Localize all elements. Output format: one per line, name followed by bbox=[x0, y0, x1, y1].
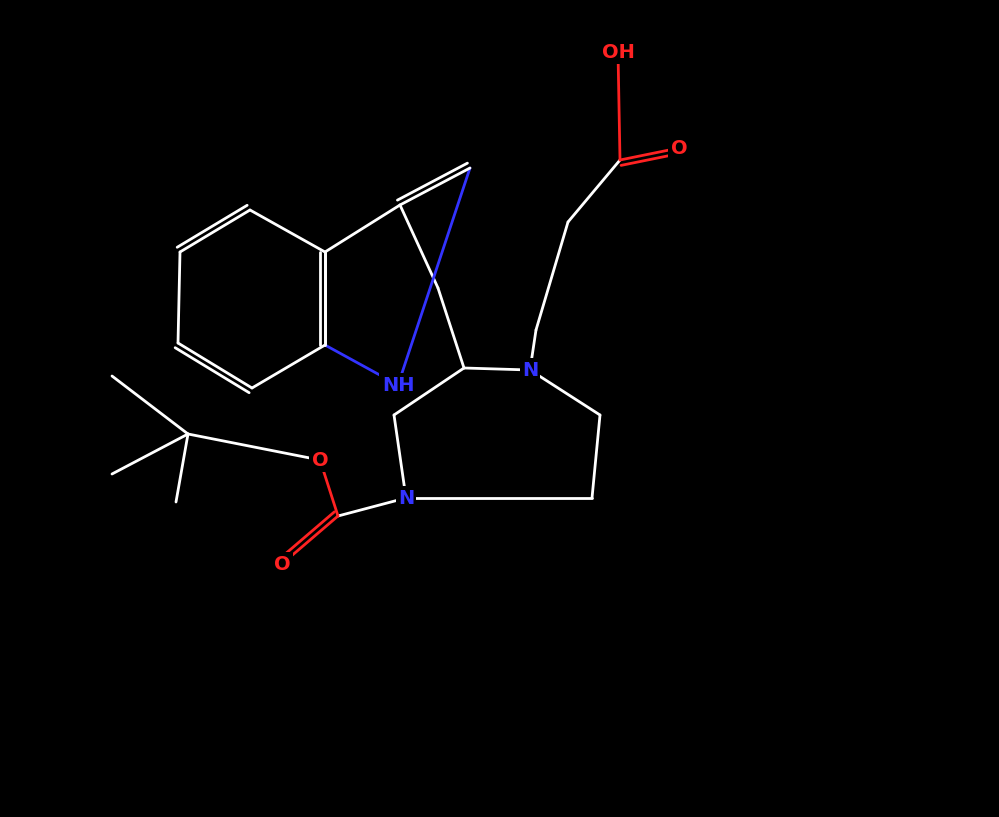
Text: N: N bbox=[521, 360, 538, 380]
Text: N: N bbox=[398, 489, 415, 507]
Text: OH: OH bbox=[601, 42, 634, 61]
Text: O: O bbox=[312, 450, 329, 470]
Text: O: O bbox=[670, 139, 687, 158]
Text: O: O bbox=[274, 555, 291, 574]
Text: NH: NH bbox=[382, 376, 415, 395]
